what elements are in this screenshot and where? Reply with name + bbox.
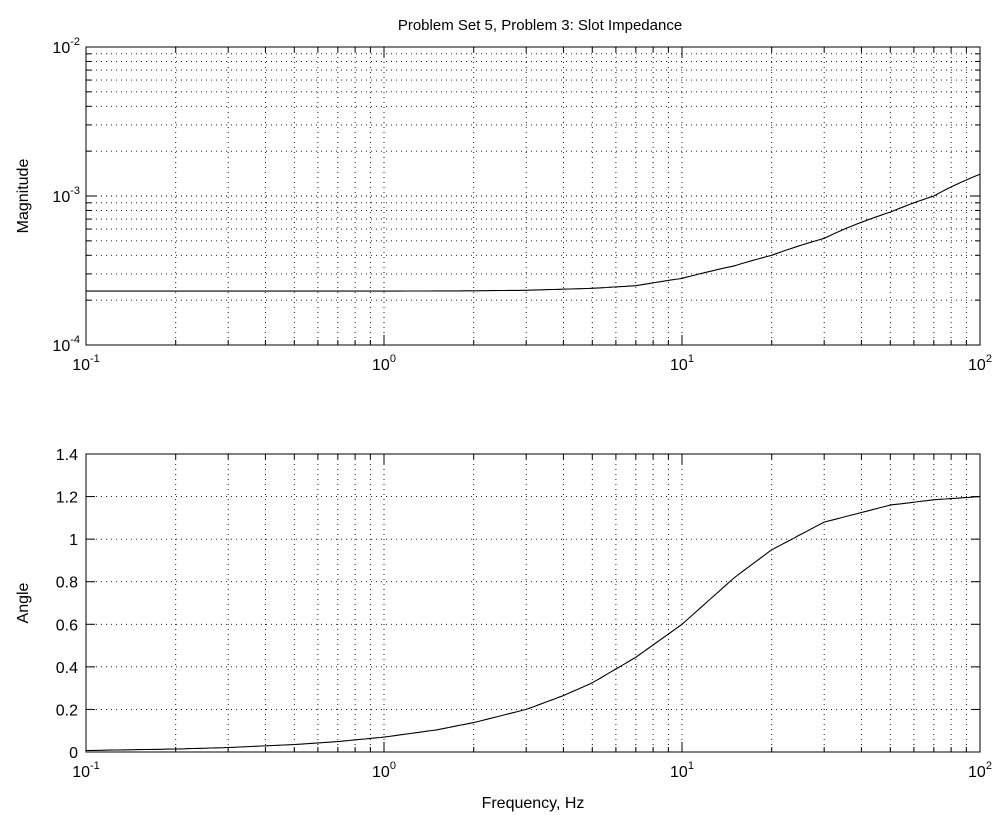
y-tick-label: 0 xyxy=(69,745,78,762)
x-tick-label: 102 xyxy=(968,760,992,781)
y-tick-label: 1 xyxy=(69,532,78,549)
y-axis-label: Magnitude xyxy=(15,159,32,234)
angle-panel: 10-1 100 101 102 0 0.2 0.4 0.6 0.8 1 1.2 1.4 Angle Fr… xyxy=(15,447,992,812)
y-tick-label: 0.8 xyxy=(56,575,78,592)
x-tick-label: 100 xyxy=(372,760,396,781)
plot-frame xyxy=(85,453,981,753)
x-axis-label: Frequency, Hz xyxy=(482,795,585,812)
angle-series-line xyxy=(85,496,981,752)
x-tick-label: 101 xyxy=(670,760,694,781)
y-tick-label: 1.4 xyxy=(56,447,78,464)
x-tick-label: 100 xyxy=(372,353,396,374)
y-tick-label: 0.2 xyxy=(56,702,78,719)
y-tick-label: 0.6 xyxy=(56,617,78,634)
y-axis-label: Angle xyxy=(15,582,32,623)
x-tick-label: 102 xyxy=(968,353,992,374)
plot-frame xyxy=(85,46,981,346)
x-tick-label: 101 xyxy=(670,353,694,374)
y-tick-label: 10-3 xyxy=(52,185,80,206)
magnitude-series-line xyxy=(86,173,981,292)
y-tick-label: 0.4 xyxy=(56,660,78,677)
x-tick-label: 10-1 xyxy=(72,353,100,374)
y-tick-label: 10-4 xyxy=(52,334,80,355)
chart-title: Problem Set 5, Problem 3: Slot Impedance xyxy=(398,17,682,34)
y-tick-label: 10-2 xyxy=(52,36,80,57)
y-tick-label: 1.2 xyxy=(56,490,78,507)
x-tick-label: 10-1 xyxy=(72,760,100,781)
magnitude-panel: 10-1 100 101 102 10-4 10-3 10-2 Magnitude xyxy=(15,36,992,374)
